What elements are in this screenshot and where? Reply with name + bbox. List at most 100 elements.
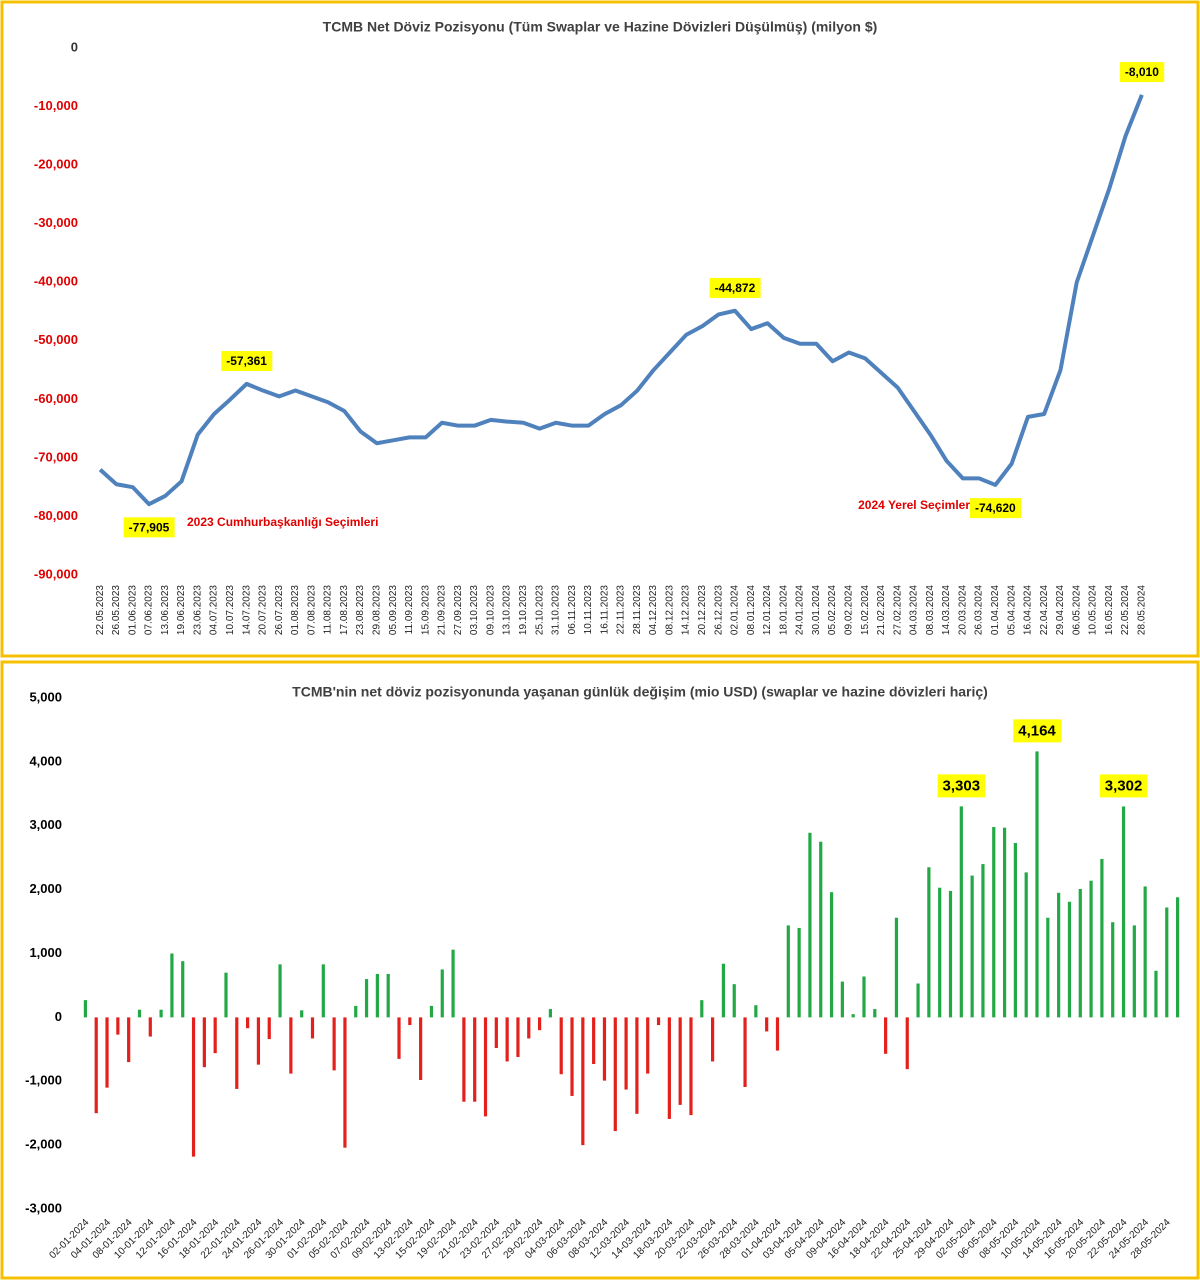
bar	[300, 1010, 304, 1018]
y-tick-label: 5,000	[29, 689, 62, 704]
bar	[1111, 922, 1115, 1018]
y-tick-label: 0	[55, 1009, 62, 1024]
y-tick-label: -50,000	[34, 332, 78, 347]
x-tick-label: 23.08.2023	[355, 585, 366, 635]
bar	[646, 1017, 650, 1074]
bar	[289, 1017, 293, 1074]
bar	[213, 1017, 217, 1054]
data-line	[98, 94, 1144, 507]
bar	[1089, 880, 1093, 1018]
x-tick-label: 15.09.2023	[420, 585, 431, 635]
bar	[992, 827, 996, 1018]
bar	[483, 1017, 488, 1117]
bar	[462, 1017, 466, 1102]
label-box	[1119, 62, 1165, 83]
bar	[256, 1017, 261, 1065]
bar	[1143, 886, 1147, 1018]
bar	[364, 979, 369, 1018]
x-tick-label: 19.06.2023	[176, 585, 187, 635]
y-tick-label: -70,000	[34, 449, 78, 464]
bar	[711, 1017, 715, 1062]
y-tick-label: -1,000	[25, 1073, 62, 1088]
x-tick-label: 31.10.2023	[551, 585, 562, 635]
bar	[1121, 806, 1126, 1018]
panel-border	[0, 660, 1200, 1280]
chart-title: TCMB'nin net döviz pozisyonunda yaşanan …	[292, 684, 988, 700]
bar	[1035, 751, 1039, 1018]
y-tick-label: 1,000	[29, 945, 62, 960]
x-tick-label: 15.02.2024	[860, 585, 871, 635]
label-box	[1099, 774, 1148, 798]
label-box	[221, 351, 273, 372]
x-tick-label: 16.05.2024	[1104, 585, 1115, 635]
bar	[1013, 842, 1017, 1018]
x-tick-label: 14.07.2023	[241, 585, 252, 635]
x-tick-label: 04.12.2023	[648, 585, 659, 635]
bar	[386, 973, 390, 1018]
x-tick-label: 29.08.2023	[371, 585, 382, 635]
bar	[581, 1017, 585, 1146]
bar	[840, 981, 844, 1018]
x-tick-label: 02.01.2024	[730, 585, 741, 635]
x-tick-label: 24.01.2024	[795, 585, 806, 635]
bar	[721, 963, 726, 1018]
x-tick-label: 19.10.2023	[518, 585, 529, 635]
bar	[1057, 892, 1061, 1018]
bar	[440, 969, 444, 1018]
bar	[667, 1017, 671, 1119]
y-tick-label: -30,000	[34, 215, 78, 230]
label-box	[123, 517, 175, 538]
y-tick-label: 3,000	[29, 817, 62, 832]
bar	[656, 1017, 661, 1026]
x-tick-label: 14.12.2023	[681, 585, 692, 635]
bar	[700, 1000, 704, 1018]
bar	[635, 1017, 639, 1114]
bar	[1046, 917, 1050, 1018]
y-tick-label: -80,000	[34, 508, 78, 523]
y-tick-label: -3,000	[25, 1200, 62, 1215]
x-tick-label: 28.11.2023	[632, 585, 643, 635]
bar	[894, 917, 899, 1018]
bar	[310, 1017, 315, 1039]
x-tick-label: 03.10.2023	[469, 585, 480, 635]
x-tick-label: 21.02.2024	[876, 585, 887, 635]
bar	[127, 1017, 131, 1063]
x-tick-label: 26.05.2023	[111, 585, 122, 635]
bar	[884, 1017, 888, 1054]
chart-title: TCMB Net Döviz Pozisyonu (Tüm Swaplar ve…	[323, 19, 878, 35]
bar	[267, 1017, 271, 1040]
bar	[754, 1005, 758, 1018]
x-tick-label: 17.08.2023	[339, 585, 350, 635]
bar	[613, 1017, 617, 1132]
y-tick-label: -2,000	[25, 1137, 62, 1152]
x-tick-label: 16.11.2023	[599, 585, 610, 635]
x-tick-label: 10.05.2024	[1088, 585, 1099, 635]
bar	[829, 892, 834, 1018]
x-tick-label: 13.10.2023	[502, 585, 513, 635]
x-tick-label: 22.11.2023	[616, 585, 627, 635]
bar	[786, 925, 790, 1018]
bar	[873, 1009, 877, 1018]
x-tick-label: 05.02.2024	[827, 585, 838, 635]
label-box	[1013, 719, 1062, 743]
bar	[332, 1017, 336, 1071]
bar	[408, 1017, 412, 1026]
label-box	[709, 277, 761, 298]
bar	[321, 964, 325, 1018]
x-tick-label: 22.05.2024	[1120, 585, 1131, 635]
bar	[148, 1017, 152, 1037]
bar	[1002, 827, 1007, 1018]
bar	[451, 949, 455, 1018]
bar	[624, 1017, 628, 1090]
x-tick-label: 05.09.2023	[388, 585, 399, 635]
x-tick-label: 27.09.2023	[453, 585, 464, 635]
bar	[808, 832, 812, 1018]
bar	[202, 1017, 206, 1068]
x-tick-label: 23.06.2023	[192, 585, 203, 635]
label-box	[937, 774, 986, 798]
bar	[191, 1017, 196, 1157]
bar	[246, 1017, 250, 1029]
x-tick-label: 21.09.2023	[437, 585, 448, 635]
data-label: -74,620	[975, 501, 1016, 515]
